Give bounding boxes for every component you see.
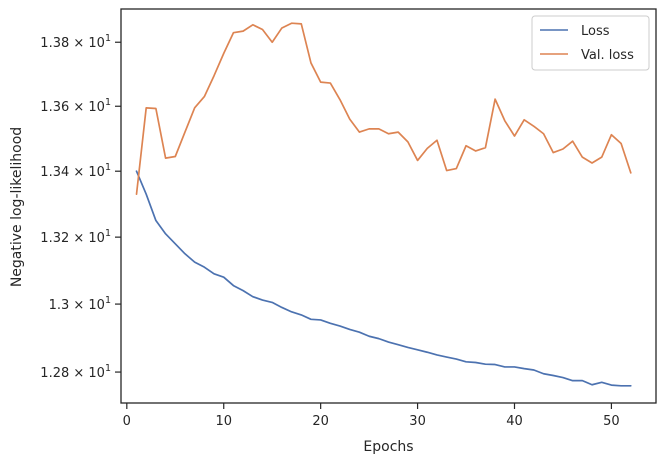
x-tick-label: 50	[603, 414, 620, 429]
x-ticks: 0 10 20 30 40 50	[123, 403, 620, 429]
y-ticks: 1.28 × 101 1.3 × 101 1.32 × 101 1.34 × 101 1…	[40, 33, 121, 381]
series-line-loss	[135, 170, 632, 387]
y-tick-label: 1.3 × 101	[49, 295, 111, 313]
x-tick-label: 30	[409, 414, 426, 429]
y-axis-label: Negative log-likelihood	[9, 127, 25, 287]
legend-label-val-loss: Val. loss	[581, 48, 634, 63]
x-axis-label: Epochs	[363, 439, 413, 455]
legend-label-loss: Loss	[581, 24, 610, 39]
series-lines	[135, 22, 632, 387]
series-line-val-loss	[135, 22, 632, 196]
x-tick-label: 0	[123, 414, 131, 429]
y-tick-label: 1.38 × 101	[40, 33, 111, 51]
legend: Loss Val. loss	[531, 15, 650, 71]
y-tick-label: 1.34 × 101	[40, 162, 111, 180]
x-tick-label: 10	[215, 414, 232, 429]
x-tick-label: 20	[312, 414, 329, 429]
x-tick-label: 40	[506, 414, 523, 429]
y-tick-label: 1.28 × 101	[40, 363, 111, 381]
plot-frame	[120, 8, 657, 404]
y-tick-label: 1.32 × 101	[40, 228, 111, 246]
y-tick-label: 1.36 × 101	[40, 97, 111, 115]
